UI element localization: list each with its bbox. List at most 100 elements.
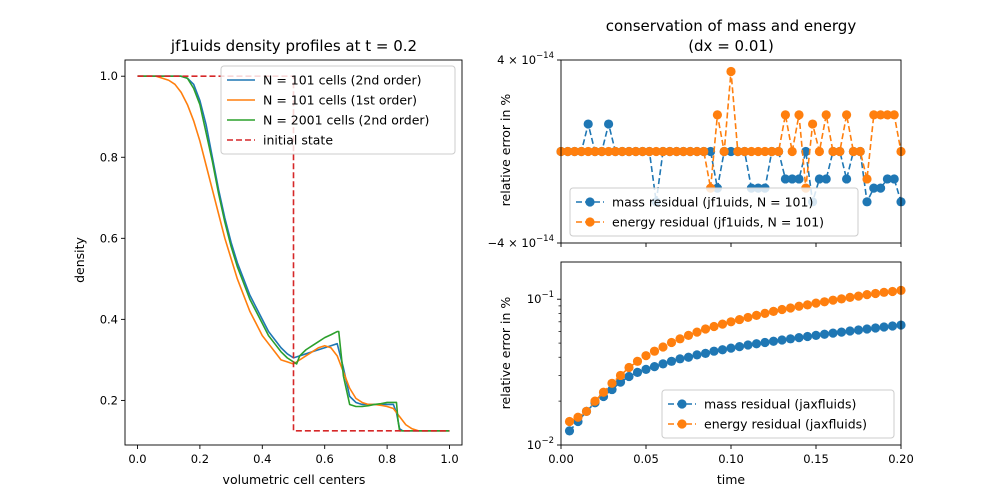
jaxfluids-series-mass-residual-jaxfluids-point-18 [717, 345, 728, 355]
conservation-legend-energy-residual-jf1uids-n-101-marker [585, 217, 595, 227]
density-y-tick-label-2: 0.6 [100, 231, 118, 245]
conservation-series-energy-residual-jf1uids-n-101-point-27 [740, 146, 750, 157]
jaxfluids-series-mass-residual-jaxfluids-point-9 [641, 364, 651, 375]
jaxfluids-series-energy-residual-jaxfluids-point-22 [751, 310, 762, 320]
jaxfluids-series-energy-residual-jaxfluids-point-27 [794, 301, 804, 311]
jaxfluids-series-energy-residual-jaxfluids-point-24 [768, 306, 779, 316]
jaxfluids-series-mass-residual-jaxfluids-point-10 [649, 361, 660, 372]
conservation-series-energy-residual-jf1uids-n-101-point-24 [719, 146, 729, 157]
jaxfluids-series-energy-residual-jaxfluids-point-2 [581, 406, 592, 416]
jaxfluids-legend [661, 389, 895, 439]
jaxfluids-series-energy-residual-jaxfluids-point-19 [726, 317, 736, 327]
conservation-series-energy-residual-jf1uids-n-101-point-40 [828, 146, 838, 157]
conservation-series-energy-residual-jf1uids-n-101-point-39 [821, 110, 831, 120]
conservation-series-energy-residual-jf1uids-n-101-point-46 [869, 110, 879, 120]
jaxfluids-series-energy-residual-jaxfluids-point-25 [777, 304, 787, 315]
density-y-tick-label-0: 0.2 [100, 393, 118, 407]
jaxfluids-legend-energy-residual-jaxfluids-marker [677, 419, 687, 429]
jaxfluids-series-mass-residual-jaxfluids-point-16 [700, 348, 711, 358]
conservation-series-mass-residual-jf1uids-n-101-point-38 [814, 174, 825, 184]
conservation-series-energy-residual-jf1uids-n-101-point-9 [617, 146, 627, 157]
jaxfluids-series-mass-residual-jaxfluids-point-8 [632, 367, 643, 377]
jaxfluids-series-energy-residual-jaxfluids-point-34 [853, 291, 864, 301]
density-legend-n-101-cells-1st-order-label: N = 101 cells (1st order) [263, 93, 417, 108]
jaxfluids-series-energy-residual-jaxfluids-point-26 [785, 303, 796, 313]
jaxfluids-legend-mass-residual-jaxfluids-marker [677, 399, 687, 409]
conservation-legend-mass-residual-jf1uids-n-101-marker [585, 197, 595, 207]
jaxfluids-series-energy-residual-jaxfluids-point-20 [734, 314, 745, 325]
jaxfluids-series-energy-residual-jaxfluids-point-1 [573, 412, 583, 422]
jaxfluids-series-mass-residual-jaxfluids-point-29 [811, 330, 821, 340]
jaxfluids-plot-area: 0.00 0.05 0.10 0.15 0.20 10−1 10−2 mass residua… [527, 261, 914, 466]
jaxfluids-series-energy-residual-jaxfluids-point-15 [692, 327, 702, 337]
conservation-series-mass-residual-jf1uids-n-101-point-45 [862, 197, 872, 207]
conservation-series-energy-residual-jf1uids-n-101-point-35 [794, 110, 804, 120]
conservation-series-energy-residual-jf1uids-n-101-point-20 [692, 146, 702, 157]
jaxfluids-y-tick-label-0: 10−1 [527, 290, 554, 306]
jaxfluids-series-mass-residual-jaxfluids-point-6 [615, 377, 626, 387]
conservation-legend [569, 187, 859, 237]
conservation-y-tick-label-1: −4 × 10−14 [488, 234, 555, 250]
density-axes-frame [124, 59, 463, 446]
conservation-series-energy-residual-jf1uids-n-101-point-18 [678, 146, 689, 157]
conservation-series-energy-residual-jf1uids-n-101-point-45 [862, 174, 872, 184]
jaxfluids-series-mass-residual-jaxfluids-point-15 [692, 350, 702, 360]
density-series-n-101-cells-1st-order-line [137, 75, 450, 432]
conservation-series-mass-residual-jf1uids-n-101-point-4 [583, 119, 593, 129]
jaxfluids-panel: 0.00 0.05 0.10 0.15 0.20 10−1 10−2 mass residua… [498, 261, 914, 487]
jaxfluids-series-energy-residual-jaxfluids-point-11 [658, 342, 668, 352]
jaxfluids-x-tick-label-2: 0.10 [718, 452, 744, 466]
jaxfluids-series-mass-residual-jaxfluids-point-23 [760, 337, 770, 348]
conservation-series-energy-residual-jf1uids-n-101-point-21 [699, 146, 709, 157]
jaxfluids-series-energy-residual-jaxfluids-point-21 [743, 312, 753, 323]
density-y-axis-label: density [72, 236, 87, 282]
jaxfluids-x-tick-label-4: 0.20 [888, 452, 914, 466]
jaxfluids-series-mass-residual-jaxfluids-point-21 [743, 340, 753, 350]
jaxfluids-series-energy-residual-jaxfluids-point-9 [641, 351, 651, 361]
density-y-tick-label-4: 1.0 [100, 69, 118, 83]
conservation-series-energy-residual-jf1uids-n-101-point-30 [760, 146, 770, 157]
jaxfluids-series-mass-residual-jaxfluids-point-24 [768, 336, 779, 346]
conservation-series-energy-residual-jf1uids-n-101-point-47 [876, 110, 886, 120]
conservation-series-energy-residual-jf1uids-n-101-point-43 [848, 146, 859, 157]
jaxfluids-series-energy-residual-jaxfluids-point-12 [666, 337, 677, 348]
conservation-series-energy-residual-jf1uids-n-101-point-31 [767, 146, 777, 157]
density-x-tick-label-2: 0.4 [253, 452, 271, 466]
density-y-tick-label-3: 0.8 [100, 150, 118, 164]
conservation-series-energy-residual-jf1uids-n-101-point-10 [624, 146, 634, 157]
jaxfluids-series-energy-residual-jaxfluids-point-4 [598, 387, 609, 397]
jaxfluids-series-energy-residual-jaxfluids-point-31 [828, 295, 838, 305]
density-series-n-2001-cells-2nd-order-line [137, 75, 450, 432]
jaxfluids-series-mass-residual-jaxfluids-point-13 [675, 354, 685, 364]
jaxfluids-series-energy-residual-jaxfluids-point-8 [632, 356, 643, 366]
conservation-chart-subtitle: (dx = 0.01) [688, 37, 774, 55]
jaxfluids-x-tick-label-3: 0.15 [803, 452, 829, 466]
conservation-series-energy-residual-jf1uids-n-101-point-6 [597, 146, 607, 157]
jaxfluids-series-mass-residual-jaxfluids-point-11 [658, 359, 668, 369]
jaxfluids-series-energy-residual-jaxfluids-point-18 [717, 319, 728, 329]
jaxfluids-series-energy-residual-jaxfluids-point-5 [607, 378, 617, 388]
conservation-series-energy-residual-jf1uids-n-101-point-48 [882, 110, 893, 120]
jaxfluids-series-mass-residual-jaxfluids-point-37 [879, 322, 889, 332]
density-legend-initial-state-label: initial state [263, 133, 333, 148]
conservation-series-energy-residual-jf1uids-n-101-point-7 [604, 146, 614, 157]
conservation-series-mass-residual-jf1uids-n-101-point-48 [882, 174, 893, 184]
conservation-series-mass-residual-jf1uids-n-101-point-7 [604, 119, 614, 129]
conservation-series-energy-residual-jf1uids-n-101-point-12 [638, 146, 648, 157]
jaxfluids-series-mass-residual-jaxfluids-point-33 [845, 326, 855, 336]
density-legend [220, 65, 456, 155]
conservation-series-energy-residual-jf1uids-n-101-point-13 [644, 146, 655, 157]
density-chart-title: jf1uids density profiles at t = 0.2 [170, 37, 417, 55]
conservation-series-energy-residual-jf1uids-n-101-point-2 [570, 146, 580, 157]
conservation-chart-title: conservation of mass and energy [606, 17, 857, 35]
density-x-tick-label-5: 1.0 [440, 452, 458, 466]
conservation-series-energy-residual-jf1uids-n-101-point-1 [563, 146, 573, 157]
jaxfluids-series-mass-residual-jaxfluids-point-27 [794, 333, 804, 343]
conservation-series-mass-residual-jf1uids-n-101-point-35 [794, 174, 804, 184]
conservation-series-energy-residual-jf1uids-n-101-point-26 [733, 146, 743, 157]
jaxfluids-series-mass-residual-jaxfluids-point-19 [726, 343, 736, 353]
density-plot-area: 0.0 0.2 0.4 0.6 0.8 1.0 0.2 0.4 0.6 0.8 1.0 N = 101… [100, 59, 463, 466]
conservation-legend-energy-residual-jf1uids-n-101-label: energy residual (jf1uids, N = 101) [612, 215, 824, 230]
jaxfluids-series-mass-residual-jaxfluids-point-31 [828, 328, 838, 338]
